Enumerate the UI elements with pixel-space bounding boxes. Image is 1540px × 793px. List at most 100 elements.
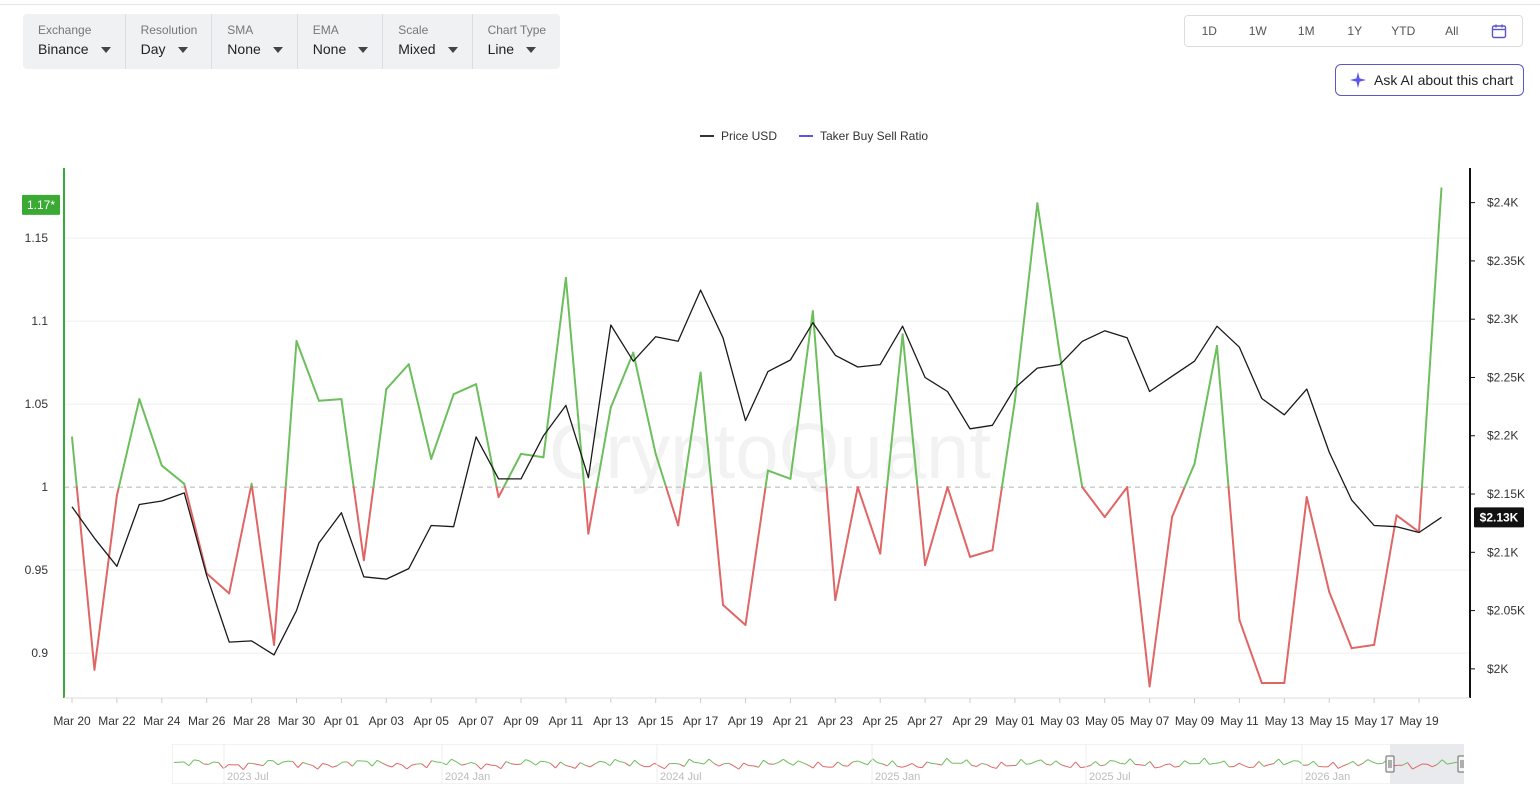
ratio-segment [495, 486, 500, 499]
right-tick-label: $2.2K [1487, 429, 1518, 443]
x-tick-label: Apr 07 [458, 714, 494, 728]
navigator-series-segment [213, 761, 219, 764]
x-tick-label: Mar 24 [143, 714, 181, 728]
navigator-series-segment [1030, 760, 1037, 765]
navigator-series-segment [604, 761, 611, 767]
navigator-series-segment [699, 762, 705, 765]
ratio-segment [991, 486, 1003, 552]
ask-ai-button[interactable]: Ask AI about this chart [1335, 64, 1524, 96]
right-tick-label: $2.1K [1487, 545, 1518, 559]
navigator-series-segment [1253, 761, 1260, 768]
range-1d-button[interactable]: 1D [1201, 24, 1217, 38]
ratio-segment [1305, 496, 1331, 593]
ratio-segment [372, 388, 388, 489]
chart-type-selector[interactable]: Chart Type Line [473, 14, 560, 69]
ratio-segment [160, 464, 186, 485]
navigator-series-segment [1318, 765, 1324, 768]
navigator-series-segment [599, 760, 606, 763]
navigator-series-segment [431, 760, 437, 763]
right-tick-label: $2.35K [1487, 254, 1525, 268]
navigator-series-segment [946, 757, 953, 764]
navigator-series-segment [1015, 759, 1022, 766]
legend-item-ratio[interactable]: Taker Buy Sell Ratio [798, 129, 929, 143]
navigator-series-segment [842, 765, 848, 767]
range-ytd-button[interactable]: YTD [1391, 24, 1416, 38]
ratio-segment [1193, 345, 1218, 465]
navigator-series-segment [921, 761, 928, 769]
navigator-series-segment [862, 762, 868, 766]
ratio-segment [969, 549, 994, 558]
navigator-series-segment [1447, 762, 1453, 765]
resolution-selector[interactable]: Resolution Day [126, 14, 213, 69]
main-chart[interactable]: CryptoQuant 0.9 0.95 1 1.05 1.1 1.15 $2K $2.05K $… [0, 160, 1540, 740]
ratio-segment [542, 276, 567, 459]
navigator-series-segment [347, 761, 353, 767]
navigator-series-segment [351, 760, 358, 767]
range-1y-button[interactable]: 1Y [1347, 24, 1363, 38]
ratio-segment [75, 486, 96, 671]
ema-selector[interactable]: EMA None [298, 14, 384, 69]
range-1m-button[interactable]: 1M [1297, 24, 1315, 38]
navigator-series-segment [659, 765, 665, 770]
x-tick-label: May 19 [1399, 714, 1439, 728]
ratio-segment [228, 486, 252, 595]
navigator-series-segment [986, 763, 992, 768]
ratio-segment [587, 486, 598, 535]
resolution-label: Resolution [140, 23, 198, 37]
x-tick-label: Apr 21 [773, 714, 809, 728]
navigator-series-segment [1129, 758, 1136, 765]
navigator-series-segment [832, 761, 839, 768]
navigator-series-segment [639, 764, 645, 768]
range-all-button[interactable]: All [1445, 24, 1459, 38]
current-price-badge [1474, 507, 1524, 528]
calendar-button[interactable] [1476, 16, 1522, 46]
range-1w-button[interactable]: 1W [1248, 24, 1267, 38]
chart-legend: Price USD Taker Buy Sell Ratio [0, 129, 1540, 143]
navigator-series-segment [758, 759, 764, 768]
navigator-series-segment [1367, 759, 1374, 763]
legend-label-ratio: Taker Buy Sell Ratio [819, 129, 929, 143]
navigator-series-segment [995, 761, 1002, 769]
navigator-series-segment [1110, 759, 1116, 762]
ratio-segment [430, 393, 455, 460]
ratio-segment [632, 351, 657, 455]
legend-item-price[interactable]: Price USD [612, 129, 777, 143]
ratio-segment [1013, 202, 1039, 402]
navigator-series-segment [1283, 762, 1289, 766]
left-tick-label: 0.95 [25, 563, 49, 577]
sma-selector[interactable]: SMA None [212, 14, 298, 69]
scale-selector[interactable]: Scale Mixed [383, 14, 473, 69]
navigator-series-segment [520, 759, 527, 765]
navigator-series-segment [426, 760, 433, 769]
navigator-series-segment [471, 761, 477, 765]
scale-value: Mixed [398, 41, 436, 57]
ratio-segment [1283, 496, 1308, 685]
navigator-series-segment [877, 762, 883, 765]
navigator-series-segment [738, 762, 745, 770]
navigator-series-segment [188, 759, 195, 766]
navigator-frame [172, 744, 1464, 784]
right-tick-label: $2.15K [1487, 487, 1525, 501]
exchange-selector[interactable]: Exchange Binance [23, 14, 126, 69]
navigator-series-segment [629, 759, 636, 767]
navigator-series-segment [381, 762, 388, 766]
ratio-segment [1126, 486, 1151, 688]
chart-type-label: Chart Type [487, 23, 547, 37]
navigator-series-segment [198, 760, 205, 765]
navigator-series-segment [837, 761, 844, 766]
navigator-series-segment [788, 762, 794, 766]
navigator-series-segment [1169, 763, 1175, 768]
x-tick-label: Mar 20 [53, 714, 91, 728]
ratio-segment [385, 363, 410, 391]
ratio-segment [295, 340, 320, 402]
navigator-series-segment [941, 757, 948, 766]
navigator-series-segment [277, 761, 284, 766]
navigator-series-segment [812, 761, 819, 769]
navigator-series-segment [238, 764, 244, 771]
navigator-series-segment [614, 759, 621, 762]
range-navigator[interactable]: 2023 Jul 2024 Jan 2024 Jul 2025 Jan 2025 Jul… [172, 744, 1464, 784]
navigator-series-segment [485, 763, 492, 766]
x-tick-label: May 09 [1175, 714, 1215, 728]
ratio-segment [317, 398, 343, 402]
navigator-series-segment [530, 761, 536, 766]
